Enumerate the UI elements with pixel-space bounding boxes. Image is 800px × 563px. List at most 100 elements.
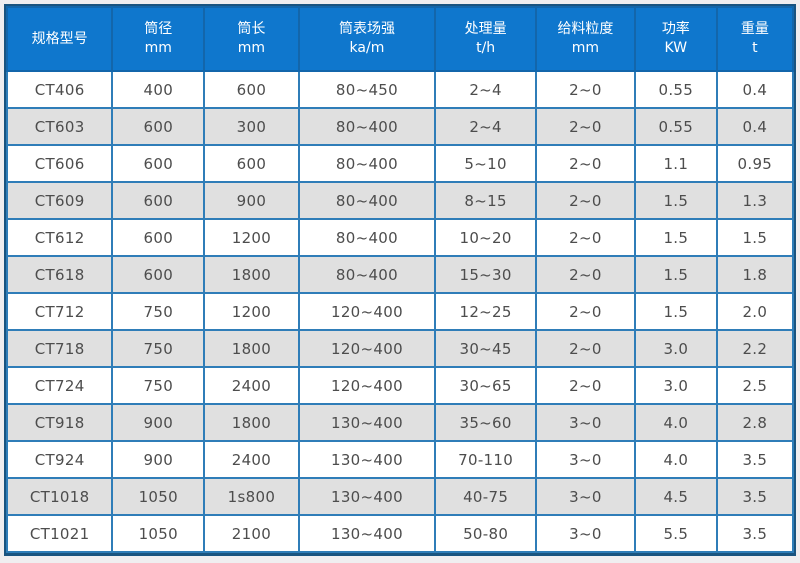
table-cell: 1.5 [633, 255, 718, 294]
table-cell: 0.55 [633, 107, 718, 146]
model-cell: CT609 [5, 181, 114, 220]
table-cell: 1800 [203, 403, 300, 442]
column-header-3: 筒长 mm [203, 6, 300, 72]
column-header-6: 给料粒度 mm [534, 6, 636, 72]
table-cell: 0.4 [715, 70, 795, 109]
table-cell: 15~30 [434, 255, 537, 294]
table-cell: 1.5 [633, 218, 718, 257]
table-cell: 2100 [203, 514, 300, 553]
table-cell: 1050 [111, 477, 206, 516]
column-label: 重量 [740, 21, 769, 38]
model-cell: CT606 [5, 144, 114, 183]
table-cell: 600 [111, 218, 206, 257]
table-cell: 900 [203, 181, 300, 220]
model-cell: CT724 [5, 366, 114, 405]
table-cell: 130~400 [297, 403, 437, 442]
table-cell: 1800 [203, 329, 300, 368]
table-cell: 2~0 [534, 292, 636, 331]
table-cell: 70-110 [434, 440, 537, 479]
table-row: CT606 600 600 80~400 5~10 2~0 1.1 0.95 [5, 144, 795, 183]
table-row: CT718 750 1800 120~400 30~45 2~0 3.0 2.2 [5, 329, 795, 368]
column-unit: t/h [476, 40, 496, 56]
header-row: 规格型号 筒径 mm 筒长 mm 筒表场强 ka/m 处理量 t/h 给料粒度 mm 功率 KW 重量 t [5, 6, 795, 72]
column-header-4: 筒表场强 ka/m [297, 6, 437, 72]
table-cell: 1050 [111, 514, 206, 553]
spec-table-frame: 规格型号 筒径 mm 筒长 mm 筒表场强 ka/m 处理量 t/h 给料粒度 mm 功率 KW 重量 t … [4, 4, 796, 556]
table-cell: 3.5 [715, 440, 795, 479]
model-cell: CT1021 [5, 514, 114, 553]
table-cell: 80~400 [297, 181, 437, 220]
table-cell: 0.95 [715, 144, 795, 183]
table-cell: 4.0 [633, 403, 718, 442]
table-row: CT612 600 1200 80~400 10~20 2~0 1.5 1.5 [5, 218, 795, 257]
spec-table: 规格型号 筒径 mm 筒长 mm 筒表场强 ka/m 处理量 t/h 给料粒度 mm 功率 KW 重量 t … [5, 6, 795, 553]
column-header-2: 筒径 mm [111, 6, 206, 72]
table-row: CT618 600 1800 80~400 15~30 2~0 1.5 1.8 [5, 255, 795, 294]
table-cell: 2~0 [534, 70, 636, 109]
table-cell: 2.2 [715, 329, 795, 368]
column-label: 筒径 [144, 21, 173, 38]
table-row: CT406 400 600 80~450 2~4 2~0 0.55 0.4 [5, 70, 795, 109]
table-cell: 1.5 [633, 292, 718, 331]
table-cell: 120~400 [297, 292, 437, 331]
table-cell: 40-75 [434, 477, 537, 516]
table-cell: 3.0 [633, 329, 718, 368]
table-cell: 12~25 [434, 292, 537, 331]
column-header-5: 处理量 t/h [434, 6, 537, 72]
model-cell: CT603 [5, 107, 114, 146]
table-cell: 600 [111, 144, 206, 183]
table-row: CT712 750 1200 120~400 12~25 2~0 1.5 2.0 [5, 292, 795, 331]
table-cell: 2~0 [534, 329, 636, 368]
table-cell: 3~0 [534, 514, 636, 553]
model-cell: CT712 [5, 292, 114, 331]
model-cell: CT718 [5, 329, 114, 368]
table-cell: 2~0 [534, 144, 636, 183]
table-cell: 3~0 [534, 403, 636, 442]
model-cell: CT918 [5, 403, 114, 442]
table-cell: 750 [111, 366, 206, 405]
table-cell: 0.4 [715, 107, 795, 146]
table-row: CT603 600 300 80~400 2~4 2~0 0.55 0.4 [5, 107, 795, 146]
table-cell: 1200 [203, 292, 300, 331]
table-cell: 1.5 [715, 218, 795, 257]
table-cell: 4.0 [633, 440, 718, 479]
table-cell: 3~0 [534, 477, 636, 516]
table-cell: 3.5 [715, 514, 795, 553]
table-cell: 2~0 [534, 218, 636, 257]
table-cell: 300 [203, 107, 300, 146]
column-unit: ka/m [349, 40, 385, 56]
model-cell: CT924 [5, 440, 114, 479]
table-cell: 30~65 [434, 366, 537, 405]
table-cell: 80~400 [297, 255, 437, 294]
table-cell: 4.5 [633, 477, 718, 516]
table-cell: 900 [111, 440, 206, 479]
table-row: CT724 750 2400 120~400 30~65 2~0 3.0 2.5 [5, 366, 795, 405]
table-cell: 1.3 [715, 181, 795, 220]
table-row: CT609 600 900 80~400 8~15 2~0 1.5 1.3 [5, 181, 795, 220]
model-cell: CT618 [5, 255, 114, 294]
table-cell: 400 [111, 70, 206, 109]
table-cell: 2~0 [534, 107, 636, 146]
table-cell: 3.5 [715, 477, 795, 516]
table-cell: 2~4 [434, 70, 537, 109]
column-label: 给料粒度 [557, 21, 614, 38]
table-cell: 1.5 [633, 181, 718, 220]
column-header-7: 功率 KW [633, 6, 718, 72]
column-header-1: 规格型号 [5, 6, 114, 72]
table-cell: 80~400 [297, 144, 437, 183]
table-cell: 750 [111, 292, 206, 331]
table-cell: 2.0 [715, 292, 795, 331]
table-cell: 3.0 [633, 366, 718, 405]
model-cell: CT612 [5, 218, 114, 257]
table-cell: 2400 [203, 440, 300, 479]
table-cell: 600 [111, 107, 206, 146]
table-cell: 600 [203, 144, 300, 183]
table-cell: 750 [111, 329, 206, 368]
table-cell: 80~400 [297, 218, 437, 257]
table-cell: 1s800 [203, 477, 300, 516]
table-cell: 35~60 [434, 403, 537, 442]
column-label: 处理量 [464, 21, 507, 38]
table-cell: 2.5 [715, 366, 795, 405]
table-cell: 130~400 [297, 477, 437, 516]
